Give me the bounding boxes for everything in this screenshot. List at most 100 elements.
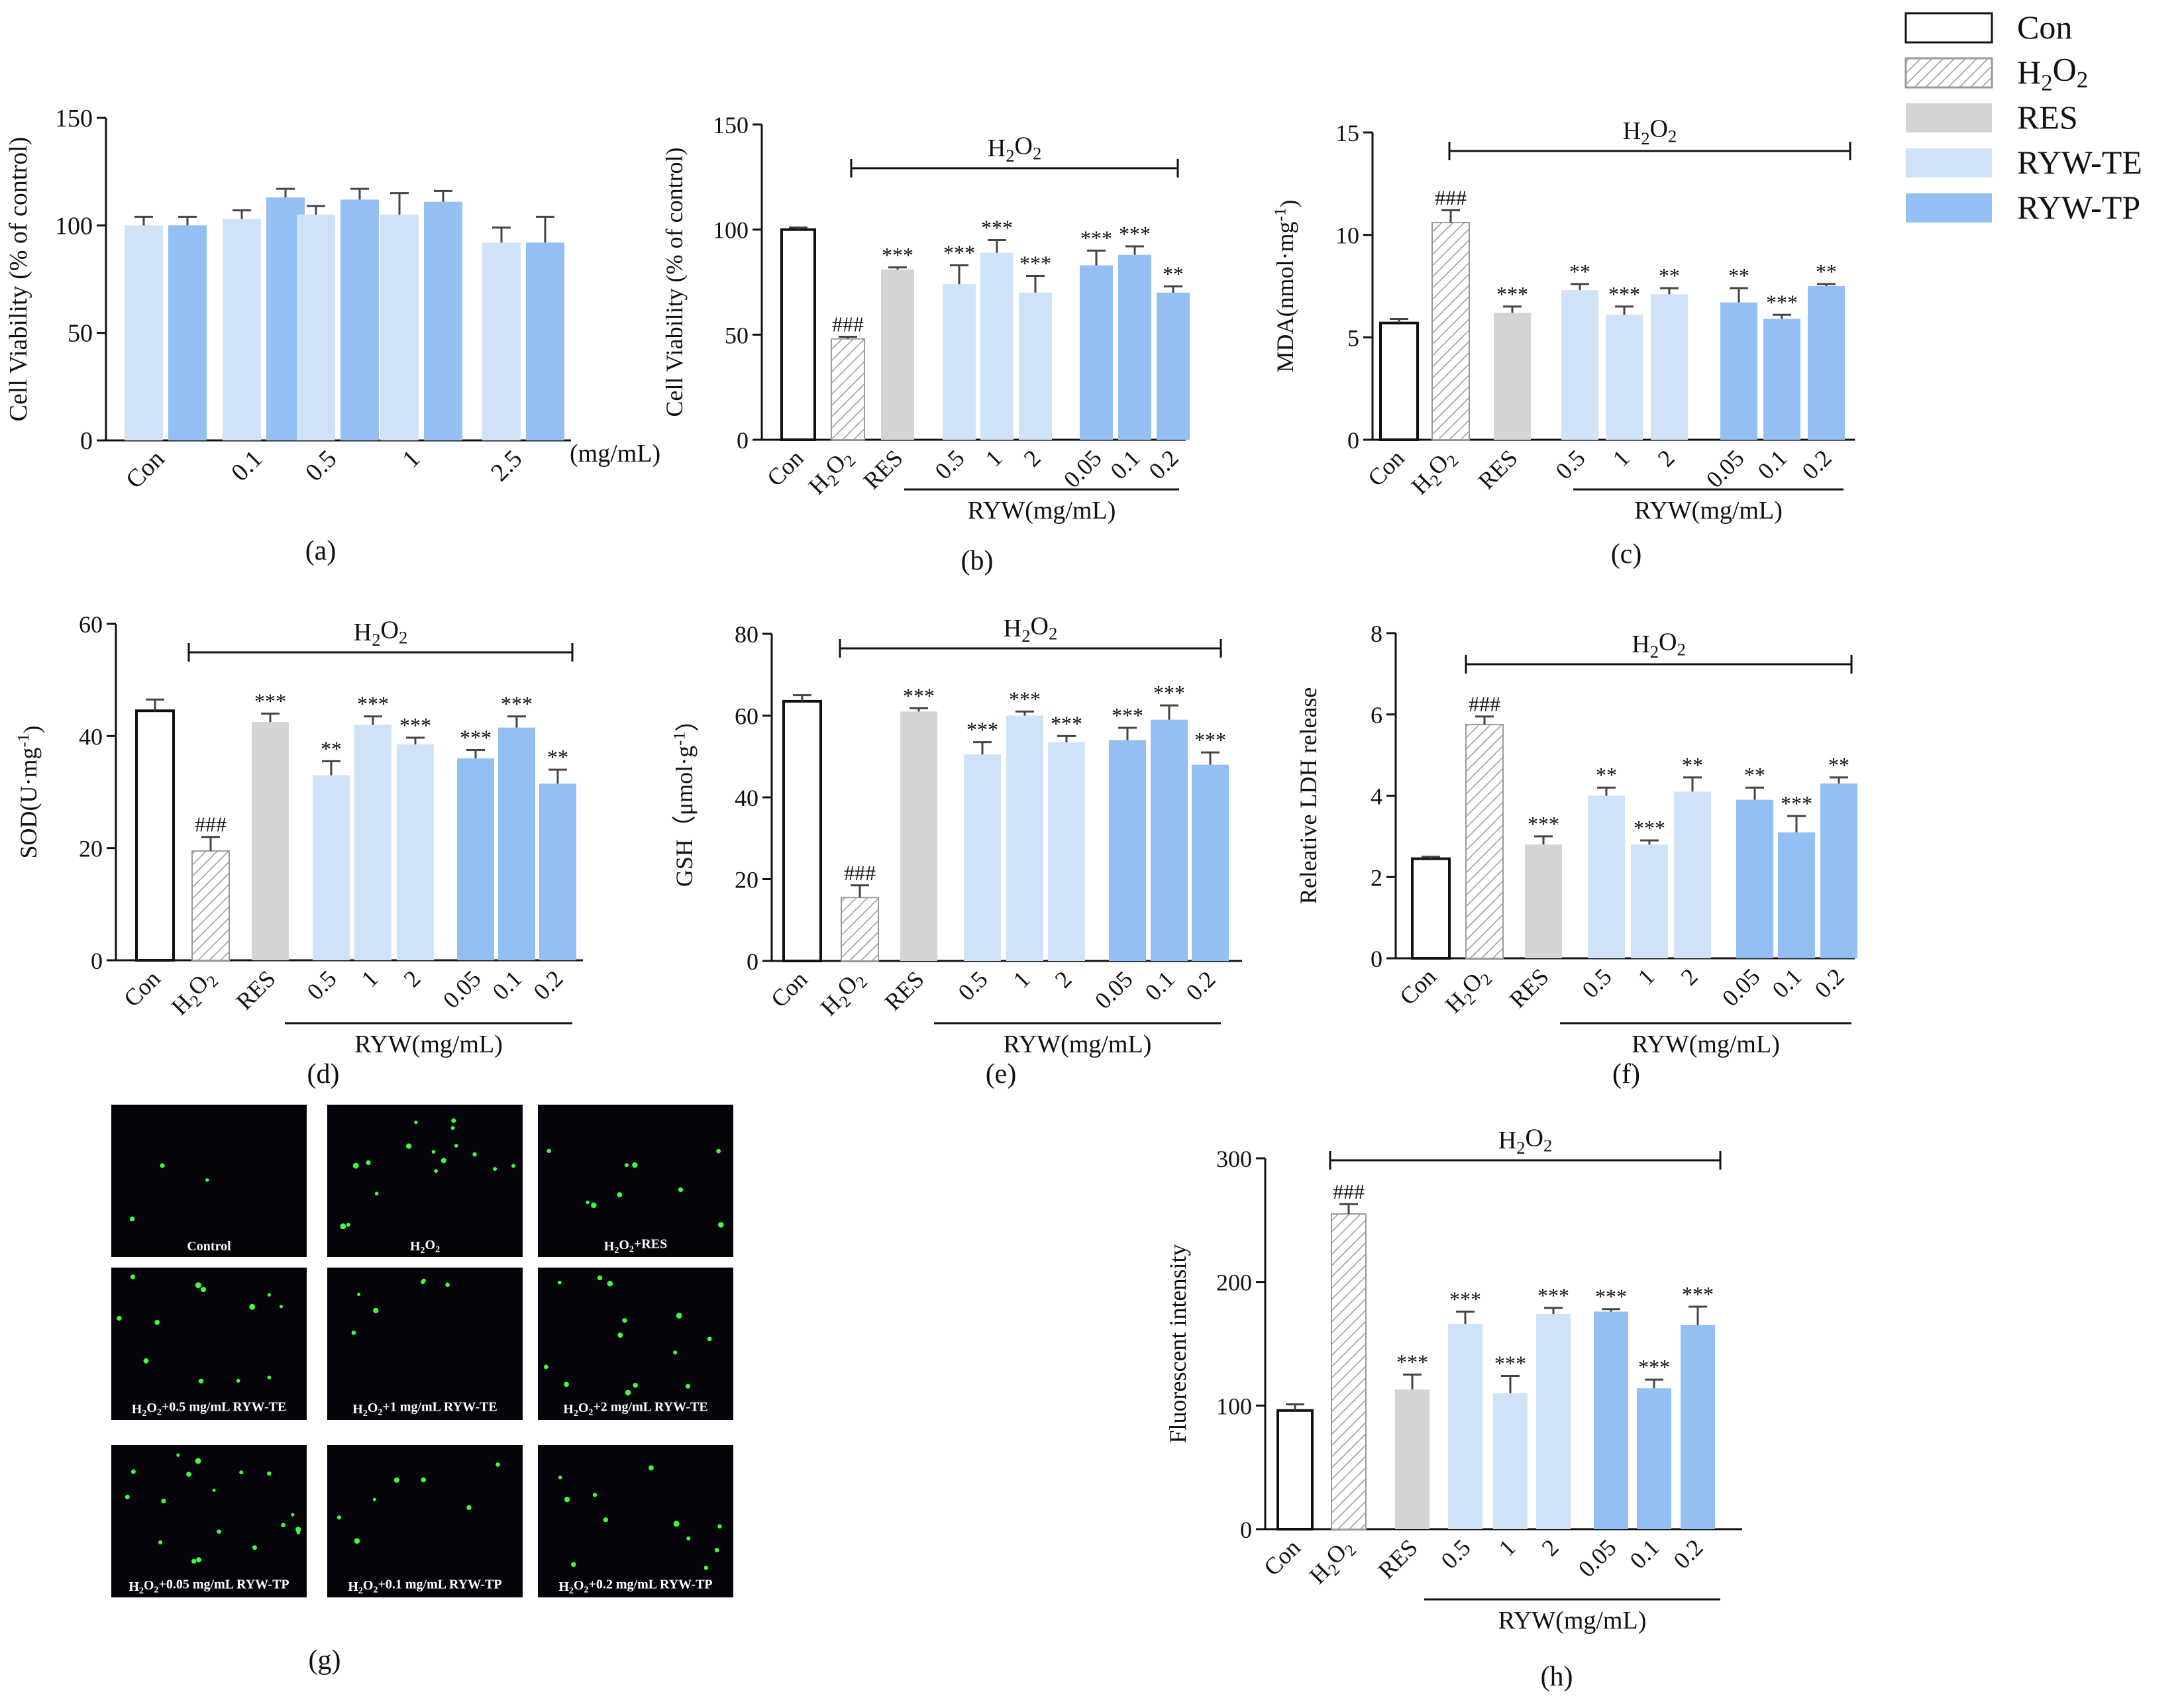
y-axis-label: Releative LDH release xyxy=(1295,687,1322,905)
bar-0.5-RYW-TP xyxy=(340,199,379,440)
bar-0.1 xyxy=(1778,832,1815,958)
fluorescent-cell xyxy=(130,1274,136,1280)
x-unit-label: (mg/mL) xyxy=(570,440,660,468)
significance-label: *** xyxy=(1781,791,1812,815)
x-tick-label: 2 xyxy=(399,965,426,992)
x-tick-label: 0.5 xyxy=(953,966,993,1005)
x-tick-label: 0.05 xyxy=(1701,444,1749,493)
significance-label: ** xyxy=(1659,264,1680,287)
fluorescent-cell xyxy=(592,1493,598,1497)
panel-e: 0 20 40 60 80 GSH（μmol·g-1） (e) Con ### H2O2 *** RE… xyxy=(671,613,1242,1089)
fluorescent-cell xyxy=(351,1331,356,1335)
bracket-label: H2O2 xyxy=(1498,1125,1553,1158)
y-axis-label: MDA(nmol·mg-1) xyxy=(1272,200,1302,373)
fluorescent-cell xyxy=(571,1562,576,1567)
fluorescent-cell xyxy=(200,1287,207,1293)
bar-0.5 xyxy=(1448,1324,1482,1529)
legend-label-res: RES xyxy=(2017,99,2078,136)
significance-label: *** xyxy=(399,713,431,737)
legend-swatch-ryw-te xyxy=(1906,148,1992,177)
y-tick-label: 50 xyxy=(725,322,749,348)
x-tick-label: 1 xyxy=(1608,444,1635,472)
fluorescent-cell xyxy=(685,1383,691,1389)
micrograph-label: H2O2+0.05 mg/mL RYW-TP xyxy=(129,1577,289,1596)
micrograph-background xyxy=(111,1268,307,1420)
bar-Con xyxy=(135,709,175,962)
bar-0.5-RYW-TE xyxy=(297,215,335,440)
micrograph: H2O2+2 mg/mL RYW-TE xyxy=(538,1268,733,1420)
significance-label: ### xyxy=(1469,692,1500,716)
bar-1 xyxy=(980,252,1014,440)
x-tick-label: 2 xyxy=(1019,444,1046,472)
bracket-label: H2O2 xyxy=(1632,628,1686,662)
fluorescent-cell xyxy=(441,1158,446,1164)
fluorescent-cell xyxy=(393,1477,399,1483)
bar-0.5 xyxy=(1588,795,1625,958)
legend-label-ryw-te: RYW-TE xyxy=(2017,144,2142,181)
bar-H2O2 xyxy=(1465,724,1504,959)
x-tick-label: 1 xyxy=(980,444,1008,472)
panel-c: 0 5 10 15 MDA(nmol·mg-1) (c) Con ### H2O2 *** RES *… xyxy=(1272,115,1855,570)
significance-label: ** xyxy=(321,736,342,760)
fluorescent-cell xyxy=(633,1382,639,1388)
x-tick-label: H2O2 xyxy=(1303,1532,1362,1591)
significance-label: ** xyxy=(1828,753,1849,777)
y-tick-label: 150 xyxy=(55,105,93,132)
significance-label: *** xyxy=(1009,687,1041,711)
fluorescent-cell xyxy=(718,1222,724,1228)
fluorescent-cell xyxy=(586,1200,590,1205)
panel-b: 0 50 100 150 Cell Viability (% of control) (b… xyxy=(661,112,1190,576)
significance-label: ** xyxy=(1163,262,1184,285)
y-tick-label: 0 xyxy=(747,948,758,975)
y-tick-label: 60 xyxy=(79,611,103,638)
significance-label: ### xyxy=(1435,186,1467,210)
fluorescent-cell xyxy=(160,1163,165,1168)
micrograph-label: H2O2+0.1 mg/mL RYW-TP xyxy=(348,1577,501,1596)
x-tick-label: 0.2 xyxy=(1144,444,1184,484)
y-tick-label: 40 xyxy=(735,785,758,811)
bar-0.2 xyxy=(539,783,576,960)
bar-1 xyxy=(1606,315,1643,440)
bar-RES xyxy=(900,711,937,961)
panel-a: 0 50 100 150 Cell Viability (% of control) (a… xyxy=(5,105,660,566)
x-tick-label: 1 xyxy=(397,445,425,474)
y-tick-label: 0 xyxy=(91,948,103,974)
y-tick-label: 4 xyxy=(1371,783,1382,810)
fluorescent-cell xyxy=(340,1223,346,1230)
y-tick-label: 6 xyxy=(1371,702,1382,728)
y-tick-label: 100 xyxy=(1216,1393,1252,1419)
fluorescent-cell xyxy=(625,1389,631,1396)
fluorescent-cell xyxy=(161,1498,166,1503)
y-tick-label: 20 xyxy=(735,867,758,893)
bar-Con xyxy=(1276,1409,1314,1531)
x-tick-label: 0.1 xyxy=(1625,1534,1665,1574)
significance-label: *** xyxy=(882,243,913,267)
fluorescent-cell xyxy=(267,1471,272,1476)
fluorescent-cell xyxy=(373,1307,379,1313)
fluorescent-cell xyxy=(143,1358,149,1364)
x-tick-label: H2O2 xyxy=(165,964,224,1023)
y-tick-label: 5 xyxy=(1347,325,1359,351)
panel-caption: (h) xyxy=(1541,1662,1573,1692)
fluorescent-cell xyxy=(346,1223,350,1227)
bar-2 xyxy=(1651,294,1688,440)
significance-label: *** xyxy=(1080,226,1112,250)
panel-d: 0 20 40 60 SOD(U·mg-1) (d) Con ### H2O2 *** RES ** 0… xyxy=(15,611,583,1089)
fluorescent-cell xyxy=(205,1178,209,1182)
micrograph-label: H2O2+1 mg/mL RYW-TE xyxy=(352,1399,497,1419)
bar-0.2 xyxy=(1681,1325,1715,1529)
fluorescent-cell xyxy=(434,1169,438,1173)
fluorescent-cell xyxy=(624,1163,629,1168)
bar-RES xyxy=(881,269,914,440)
fluorescent-cell xyxy=(564,1381,569,1387)
significance-label: *** xyxy=(1396,1350,1428,1374)
fluorescent-cell xyxy=(716,1148,721,1154)
x-tick-label: 1 xyxy=(1494,1534,1521,1561)
y-tick-label: 60 xyxy=(735,703,758,730)
x-tick-label: 0.5 xyxy=(302,965,342,1005)
x-tick-label: RES xyxy=(1504,963,1554,1013)
fluorescent-cell xyxy=(296,1531,301,1534)
x-tick-label: H2O2 xyxy=(1405,443,1464,502)
significance-label: ** xyxy=(1569,260,1590,283)
